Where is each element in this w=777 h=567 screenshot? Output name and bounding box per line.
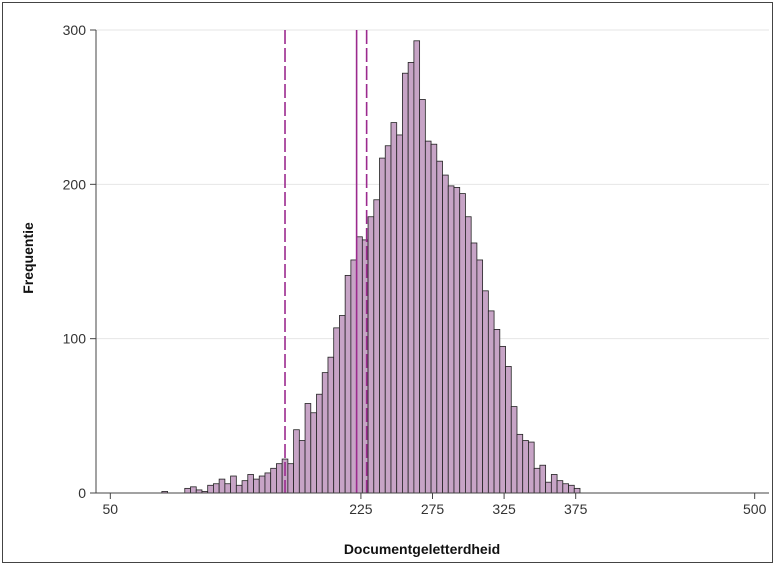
histogram-bar xyxy=(333,327,340,494)
x-tick-label: 50 xyxy=(103,501,119,517)
histogram-chart: 0 100 200 300 50 225 275 325 375 500 Documentgele… xyxy=(20,22,769,557)
histogram-bar xyxy=(459,193,466,494)
histogram-bar xyxy=(230,475,237,494)
y-tick-label: 0 xyxy=(78,485,86,501)
histogram-bar xyxy=(550,474,558,494)
histogram-bar xyxy=(350,259,358,494)
histogram-bar xyxy=(264,472,272,494)
y-tick-label: 300 xyxy=(63,22,87,38)
histogram-bar xyxy=(396,134,403,494)
histogram-bar xyxy=(384,145,392,494)
histogram-bar xyxy=(258,475,266,494)
x-tick-label: 225 xyxy=(349,501,373,517)
histogram-bar xyxy=(545,481,552,494)
histogram-bar xyxy=(390,122,398,494)
histogram-bar xyxy=(539,464,547,494)
histogram-bar xyxy=(190,486,197,494)
histogram-bar xyxy=(470,242,478,494)
histogram-bar xyxy=(316,393,323,494)
histogram-bar xyxy=(510,406,518,494)
histogram-bar xyxy=(344,274,352,494)
y-tick-label: 200 xyxy=(63,176,87,192)
histogram-bar xyxy=(247,474,254,494)
histogram-bar xyxy=(487,310,495,494)
histogram-bar xyxy=(207,484,214,494)
histogram-bar xyxy=(235,484,243,494)
histogram-bars xyxy=(161,40,581,494)
histogram-bar xyxy=(442,174,449,494)
histogram-bar xyxy=(218,478,226,494)
histogram-bar xyxy=(321,372,329,494)
histogram-bar xyxy=(253,478,260,494)
histogram-bar xyxy=(298,440,306,494)
histogram-bar xyxy=(505,366,512,494)
reference-lines xyxy=(284,30,368,493)
histogram-bar xyxy=(184,487,191,494)
histogram-bar xyxy=(402,72,409,494)
histogram-bar xyxy=(293,429,300,494)
histogram-bar xyxy=(287,463,295,494)
histogram-bar xyxy=(447,185,455,494)
histogram-bar xyxy=(419,99,426,494)
histogram-bar xyxy=(482,290,489,494)
histogram-bar xyxy=(430,143,438,494)
histogram-bar xyxy=(533,467,541,494)
histogram-bar xyxy=(562,483,569,494)
x-tick-label: 375 xyxy=(564,501,588,517)
histogram-bar xyxy=(310,412,317,494)
histogram-bar xyxy=(436,160,443,494)
x-tick-label: 325 xyxy=(492,501,516,517)
histogram-bar xyxy=(465,216,472,494)
histogram-bar xyxy=(241,480,249,494)
histogram-bar xyxy=(556,480,564,494)
x-tick-label: 500 xyxy=(743,501,767,517)
histogram-bar xyxy=(499,345,506,494)
tick-labels: 0 100 200 300 50 225 275 325 375 500 xyxy=(63,22,767,517)
histogram-bar xyxy=(356,236,363,494)
histogram-bar xyxy=(493,329,501,494)
histogram-bar xyxy=(339,315,346,494)
axes xyxy=(90,29,769,499)
y-tick-label: 100 xyxy=(63,331,87,347)
histogram-bar xyxy=(367,216,375,494)
x-axis-title: Documentgeletterdheid xyxy=(344,541,500,557)
histogram-bar xyxy=(453,187,461,494)
histogram-bar xyxy=(424,140,432,494)
histogram-bar xyxy=(379,157,386,494)
histogram-bar xyxy=(568,484,575,494)
histogram-bar xyxy=(528,441,535,494)
histogram-bar xyxy=(213,483,220,494)
histogram-bar xyxy=(476,259,484,494)
y-axis-title: Frequentie xyxy=(20,222,36,294)
histogram-bar xyxy=(413,40,421,494)
x-tick-label: 275 xyxy=(421,501,445,517)
histogram-bar xyxy=(304,403,312,494)
histogram-bar xyxy=(373,199,380,494)
histogram-bar xyxy=(573,487,581,494)
histogram-bar xyxy=(327,356,335,494)
histogram-bar xyxy=(522,440,529,494)
histogram-bar xyxy=(407,62,415,494)
histogram-bar xyxy=(516,433,524,494)
histogram-bar xyxy=(270,467,277,494)
histogram-bar xyxy=(276,463,283,494)
histogram-bar xyxy=(224,483,232,494)
